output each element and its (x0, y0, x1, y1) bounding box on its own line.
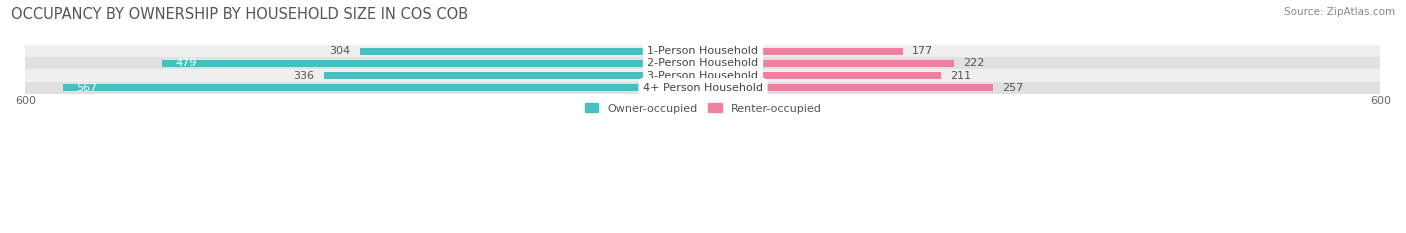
Text: Source: ZipAtlas.com: Source: ZipAtlas.com (1284, 7, 1395, 17)
Bar (25, 45, 1381, 57)
Bar (162, 60, 703, 67)
Bar (25, 57, 1381, 69)
Text: 479: 479 (176, 58, 197, 69)
Text: 567: 567 (76, 83, 97, 93)
Text: 336: 336 (294, 71, 315, 81)
Bar (25, 69, 1381, 82)
Text: 257: 257 (1002, 83, 1024, 93)
Text: 177: 177 (912, 46, 934, 56)
Text: 1-Person Household: 1-Person Household (648, 46, 758, 56)
Text: OCCUPANCY BY OWNERSHIP BY HOUSEHOLD SIZE IN COS COB: OCCUPANCY BY OWNERSHIP BY HOUSEHOLD SIZE… (11, 7, 468, 22)
Text: 3-Person Household: 3-Person Household (648, 71, 758, 81)
Text: 4+ Person Household: 4+ Person Household (643, 83, 763, 93)
Bar (360, 48, 703, 55)
Text: 2-Person Household: 2-Person Household (647, 58, 759, 69)
Bar (323, 72, 703, 79)
Text: 222: 222 (963, 58, 984, 69)
Bar (703, 72, 941, 79)
Text: 304: 304 (329, 46, 350, 56)
Bar (703, 84, 993, 91)
Bar (25, 82, 1381, 94)
Text: 211: 211 (950, 71, 972, 81)
Bar (63, 84, 703, 91)
Bar (703, 60, 953, 67)
Legend: Owner-occupied, Renter-occupied: Owner-occupied, Renter-occupied (581, 99, 825, 118)
Bar (703, 48, 903, 55)
